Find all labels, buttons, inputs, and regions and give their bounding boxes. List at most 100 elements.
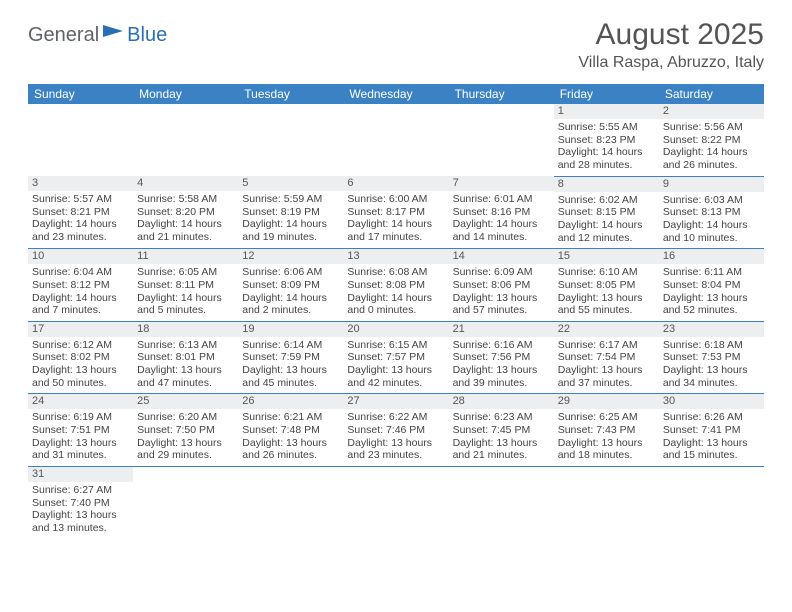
day-number: 10 — [28, 249, 133, 264]
weekday-header: Wednesday — [343, 84, 448, 104]
daylight-text-2: and 45 minutes. — [242, 377, 339, 390]
sunrise-text: Sunrise: 6:08 AM — [347, 266, 444, 279]
sunset-text: Sunset: 7:59 PM — [242, 351, 339, 364]
sunrise-text: Sunrise: 5:57 AM — [32, 193, 129, 206]
daylight-text-1: Daylight: 13 hours — [242, 437, 339, 450]
calendar-cell — [554, 466, 659, 538]
calendar-cell: 22Sunrise: 6:17 AMSunset: 7:54 PMDayligh… — [554, 321, 659, 394]
calendar-cell: 20Sunrise: 6:15 AMSunset: 7:57 PMDayligh… — [343, 321, 448, 394]
day-body: Sunrise: 6:00 AMSunset: 8:17 PMDaylight:… — [343, 191, 448, 247]
calendar-cell: 31Sunrise: 6:27 AMSunset: 7:40 PMDayligh… — [28, 466, 133, 538]
sunset-text: Sunset: 7:56 PM — [453, 351, 550, 364]
calendar-week-row: 1 Sunrise: 5:55 AMSunset: 8:23 PM Daylight… — [28, 104, 764, 176]
sunrise-text: Sunrise: 6:04 AM — [32, 266, 129, 279]
sunset-text: Sunset: 8:19 PM — [242, 206, 339, 219]
day-body: Sunrise: 6:23 AMSunset: 7:45 PMDaylight:… — [449, 409, 554, 465]
calendar-cell: 2Sunrise: 5:56 AMSunset: 8:22 PMDaylight… — [659, 104, 764, 176]
sunset-text: Sunset: 8:04 PM — [663, 279, 760, 292]
daylight-text-1: Daylight: 14 hours — [137, 218, 234, 231]
sunset-text: Sunset: 8:09 PM — [242, 279, 339, 292]
sunrise-text: Sunrise: 6:21 AM — [242, 411, 339, 424]
day-body: Sunrise: 6:04 AMSunset: 8:12 PMDaylight:… — [28, 264, 133, 320]
page-subtitle: Villa Raspa, Abruzzo, Italy — [578, 54, 764, 72]
day-number: 13 — [343, 249, 448, 264]
calendar-week-row: 31Sunrise: 6:27 AMSunset: 7:40 PMDayligh… — [28, 466, 764, 538]
daylight-text-1: Daylight: 13 hours — [558, 437, 655, 450]
daylight-text-2: and 52 minutes. — [663, 304, 760, 317]
day-number: 27 — [343, 394, 448, 409]
daylight-text-2: and 57 minutes. — [453, 304, 550, 317]
daylight-text-2: and 18 minutes. — [558, 449, 655, 462]
sunset-text: Sunset: 8:08 PM — [347, 279, 444, 292]
calendar-cell: 11Sunrise: 6:05 AMSunset: 8:11 PMDayligh… — [133, 249, 238, 322]
calendar-cell: 19Sunrise: 6:14 AMSunset: 7:59 PMDayligh… — [238, 321, 343, 394]
calendar-cell — [28, 104, 133, 176]
sunrise-text: Sunrise: 6:06 AM — [242, 266, 339, 279]
day-body: Sunrise: 6:20 AMSunset: 7:50 PMDaylight:… — [133, 409, 238, 465]
sunrise-text: Sunrise: 5:55 AM — [558, 121, 655, 134]
logo-text-blue: Blue — [127, 24, 167, 47]
calendar-cell: 30Sunrise: 6:26 AMSunset: 7:41 PMDayligh… — [659, 394, 764, 467]
daylight-text-2: and 47 minutes. — [137, 377, 234, 390]
day-number: 4 — [133, 176, 238, 191]
daylight-text-1: Daylight: 14 hours — [242, 292, 339, 305]
calendar-cell: 12 Sunrise: 6:06 AMSunset: 8:09 PMDayligh… — [238, 249, 343, 322]
daylight-text-1: Daylight: 13 hours — [453, 437, 550, 450]
sunset-text: Sunset: 8:01 PM — [137, 351, 234, 364]
day-number: 8 — [554, 177, 659, 192]
day-body: Sunrise: 6:01 AMSunset: 8:16 PMDaylight:… — [449, 191, 554, 247]
day-number: 6 — [343, 176, 448, 191]
sunset-text: Sunset: 8:16 PM — [453, 206, 550, 219]
daylight-text-1: Daylight: 13 hours — [347, 364, 444, 377]
daylight-text-2: and 26 minutes. — [242, 449, 339, 462]
sunrise-text: Sunrise: 6:25 AM — [558, 411, 655, 424]
day-body: Sunrise: 6:15 AMSunset: 7:57 PMDaylight:… — [343, 337, 448, 393]
day-number: 23 — [659, 322, 764, 337]
title-block: August 2025 Villa Raspa, Abruzzo, Italy — [578, 18, 764, 72]
day-number: 3 — [28, 176, 133, 191]
day-number: 2 — [659, 104, 764, 119]
logo: General Blue — [28, 24, 167, 47]
calendar-cell — [449, 104, 554, 176]
calendar-cell: 25Sunrise: 6:20 AMSunset: 7:50 PMDayligh… — [133, 394, 238, 467]
day-number: 12 — [238, 249, 343, 264]
daylight-text-1: Daylight: 13 hours — [32, 364, 129, 377]
sunset-text: Sunset: 7:48 PM — [242, 424, 339, 437]
sunrise-text: Sunrise: 5:59 AM — [242, 193, 339, 206]
sunrise-text: Sunrise: 6:11 AM — [663, 266, 760, 279]
day-body: Sunrise: 6:05 AMSunset: 8:11 PMDaylight:… — [133, 264, 238, 320]
calendar-week-row: 3Sunrise: 5:57 AMSunset: 8:21 PMDaylight… — [28, 176, 764, 249]
day-number: 20 — [343, 322, 448, 337]
weekday-header: Saturday — [659, 84, 764, 104]
daylight-text-1: Daylight: 14 hours — [347, 218, 444, 231]
daylight-text-2: and 34 minutes. — [663, 377, 760, 390]
sunset-text: Sunset: 8:23 PM — [558, 134, 655, 147]
logo-text-dark: General — [28, 24, 99, 47]
daylight-text-1: Daylight: 13 hours — [558, 292, 655, 305]
day-body: Sunrise: 6:14 AMSunset: 7:59 PMDaylight:… — [238, 337, 343, 393]
sunset-text: Sunset: 8:17 PM — [347, 206, 444, 219]
calendar-cell: 16Sunrise: 6:11 AMSunset: 8:04 PMDayligh… — [659, 249, 764, 322]
daylight-text-1: Daylight: 14 hours — [663, 146, 760, 159]
day-number: 30 — [659, 394, 764, 409]
sunset-text: Sunset: 8:12 PM — [32, 279, 129, 292]
daylight-text-1: Daylight: 14 hours — [32, 218, 129, 231]
day-body: Sunrise: 6:18 AMSunset: 7:53 PMDaylight:… — [659, 337, 764, 393]
sunrise-text: Sunrise: 6:26 AM — [663, 411, 760, 424]
sunrise-text: Sunrise: 6:13 AM — [137, 339, 234, 352]
day-number: 17 — [28, 322, 133, 337]
weekday-header: Thursday — [449, 84, 554, 104]
sunset-text: Sunset: 7:46 PM — [347, 424, 444, 437]
flag-icon — [103, 23, 125, 44]
sunrise-text: Sunrise: 6:00 AM — [347, 193, 444, 206]
day-number: 1 — [554, 104, 659, 119]
sunset-text: Sunset: 7:51 PM — [32, 424, 129, 437]
day-body: Sunrise: 6:16 AMSunset: 7:56 PMDaylight:… — [449, 337, 554, 393]
day-number: 21 — [449, 322, 554, 337]
daylight-text-2: and 37 minutes. — [558, 377, 655, 390]
weekday-header: Monday — [133, 84, 238, 104]
daylight-text-2: and 5 minutes. — [137, 304, 234, 317]
sunrise-text: Sunrise: 6:05 AM — [137, 266, 234, 279]
daylight-text-1: Daylight: 13 hours — [137, 437, 234, 450]
sunset-text: Sunset: 8:21 PM — [32, 206, 129, 219]
